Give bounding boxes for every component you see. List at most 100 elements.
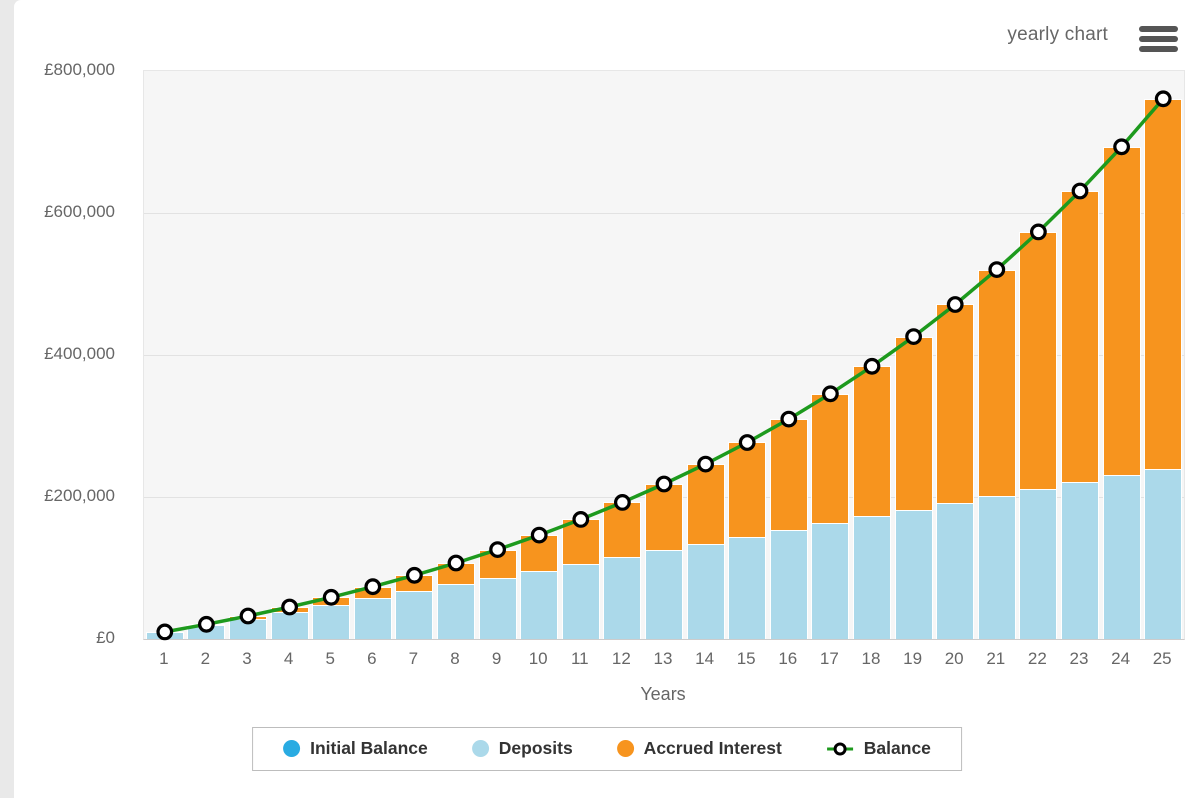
bar-segment-deposits[interactable] — [478, 577, 517, 639]
bar-segment-deposits[interactable] — [353, 598, 392, 639]
bar-segment-deposits[interactable] — [936, 502, 975, 639]
bar-segment-deposits[interactable] — [977, 495, 1016, 639]
legend-swatch-deposits-icon — [471, 740, 489, 757]
balance-marker-year-13[interactable] — [655, 475, 673, 493]
legend-item-initial-balance[interactable]: Initial Balance — [283, 738, 428, 759]
bar-segment-deposits[interactable] — [686, 543, 725, 639]
balance-marker-year-4[interactable] — [281, 598, 299, 616]
bar-segment-accrued-interest[interactable] — [769, 419, 808, 530]
x-axis-tick-label: 10 — [528, 649, 548, 668]
bar-segment-deposits[interactable] — [561, 564, 600, 639]
bar-stack-year-11[interactable] — [561, 519, 600, 639]
bar-segment-deposits[interactable] — [395, 591, 434, 639]
bar-segment-deposits[interactable] — [520, 570, 559, 639]
bar-segment-deposits[interactable] — [603, 557, 642, 639]
menu-bar — [1139, 36, 1178, 42]
bar-segment-accrued-interest[interactable] — [728, 442, 767, 537]
y-axis-tick-label: £400,000 — [44, 344, 115, 363]
bar-stack-year-23[interactable] — [1060, 191, 1100, 639]
bar-stack-year-24[interactable] — [1102, 146, 1141, 639]
balance-marker-year-3[interactable] — [239, 607, 257, 625]
bar-stack-year-14[interactable] — [686, 464, 725, 639]
bar-segment-accrued-interest[interactable] — [1019, 231, 1058, 490]
bar-segment-deposits[interactable] — [852, 516, 892, 639]
legend-swatch-initial-balance-icon — [283, 740, 301, 757]
balance-line[interactable] — [164, 97, 1165, 634]
balance-marker-year-1[interactable] — [156, 623, 174, 641]
legend-item-balance[interactable]: Balance — [826, 738, 931, 759]
bar-segment-deposits[interactable] — [728, 536, 767, 639]
balance-marker-year-17[interactable] — [822, 385, 839, 403]
bar-stack-year-21[interactable] — [977, 269, 1016, 639]
menu-bar — [1139, 46, 1178, 52]
x-axis-tick-label: 1 — [159, 649, 169, 668]
bar-stack-year-15[interactable] — [728, 442, 767, 639]
bar-segment-accrued-interest[interactable] — [936, 304, 975, 503]
balance-marker-year-16[interactable] — [780, 410, 798, 428]
bar-segment-deposits[interactable] — [1019, 489, 1058, 639]
bar-segment-deposits[interactable] — [769, 529, 808, 639]
y-axis-tick-label: £200,000 — [44, 486, 115, 505]
bar-segment-deposits[interactable] — [894, 509, 933, 639]
balance-marker-year-19[interactable] — [905, 328, 922, 346]
bar-stack-year-22[interactable] — [1019, 231, 1058, 639]
bar-segment-accrued-interest[interactable] — [1144, 98, 1183, 469]
bar-segment-accrued-interest[interactable] — [1060, 191, 1100, 483]
balance-marker-year-10[interactable] — [530, 526, 548, 544]
balance-marker-year-6[interactable] — [364, 578, 382, 596]
bar-stack-year-25[interactable] — [1144, 98, 1183, 639]
balance-marker-year-15[interactable] — [738, 434, 756, 451]
legend-label: Initial Balance — [310, 738, 428, 758]
x-axis-tick-label: 24 — [1111, 649, 1131, 668]
balance-marker-year-8[interactable] — [447, 554, 465, 572]
x-axis-tick-label: 3 — [242, 649, 252, 668]
bar-stack-year-17[interactable] — [811, 393, 850, 639]
balance-marker-year-5[interactable] — [322, 588, 340, 606]
x-axis-tick-label: 6 — [367, 649, 377, 668]
bar-segment-accrued-interest[interactable] — [977, 269, 1016, 496]
balance-marker-year-22[interactable] — [1030, 223, 1047, 241]
x-axis-tick-label: 20 — [944, 649, 964, 668]
legend-item-deposits[interactable]: Deposits — [471, 738, 573, 759]
bar-segment-deposits[interactable] — [1144, 468, 1183, 639]
balance-marker-year-11[interactable] — [572, 511, 590, 528]
bar-stack-year-13[interactable] — [644, 484, 684, 639]
bar-segment-accrued-interest[interactable] — [686, 464, 725, 544]
balance-marker-year-7[interactable] — [406, 566, 423, 584]
balance-marker-year-12[interactable] — [614, 494, 631, 511]
bar-segment-accrued-interest[interactable] — [603, 502, 642, 558]
balance-marker-year-20[interactable] — [946, 296, 964, 313]
x-axis: 1 2 3 4 5 6 7 8 9 10 11 12 13 14 15 16 17 18 19 20 21 22 23 24 2… — [143, 649, 1183, 671]
x-axis-tick-label: 23 — [1069, 649, 1089, 668]
balance-marker-year-21[interactable] — [988, 261, 1006, 279]
bar-stack-year-12[interactable] — [603, 502, 642, 639]
legend-item-accrued-interest[interactable]: Accrued Interest — [616, 738, 782, 759]
hamburger-menu-icon[interactable] — [1139, 26, 1178, 52]
gridline — [144, 355, 1184, 356]
x-axis-tick-label: 13 — [653, 649, 673, 668]
bar-segment-accrued-interest[interactable] — [894, 336, 933, 510]
menu-bar — [1139, 26, 1178, 32]
bar-segment-deposits[interactable] — [644, 550, 684, 639]
bar-segment-deposits[interactable] — [1060, 482, 1100, 639]
bar-stack-year-8[interactable] — [436, 562, 476, 639]
bar-segment-accrued-interest[interactable] — [1102, 146, 1141, 476]
balance-marker-year-24[interactable] — [1113, 138, 1130, 156]
balance-marker-year-18[interactable] — [863, 357, 881, 375]
balance-marker-year-23[interactable] — [1071, 182, 1089, 200]
balance-marker-year-2[interactable] — [198, 615, 215, 633]
bar-segment-deposits[interactable] — [436, 584, 476, 639]
bar-segment-accrued-interest[interactable] — [852, 366, 892, 517]
bar-segment-accrued-interest[interactable] — [811, 393, 850, 524]
bar-stack-year-4[interactable] — [270, 607, 309, 639]
bar-segment-accrued-interest[interactable] — [644, 484, 684, 551]
bar-segment-deposits[interactable] — [811, 523, 850, 639]
balance-marker-year-25[interactable] — [1154, 90, 1172, 108]
bar-stack-year-20[interactable] — [936, 304, 975, 639]
bar-stack-year-18[interactable] — [852, 366, 892, 639]
bar-stack-year-16[interactable] — [769, 419, 808, 639]
bar-stack-year-19[interactable] — [894, 336, 933, 639]
balance-marker-year-9[interactable] — [489, 541, 507, 559]
bar-segment-deposits[interactable] — [1102, 475, 1141, 639]
balance-marker-year-14[interactable] — [697, 455, 714, 473]
